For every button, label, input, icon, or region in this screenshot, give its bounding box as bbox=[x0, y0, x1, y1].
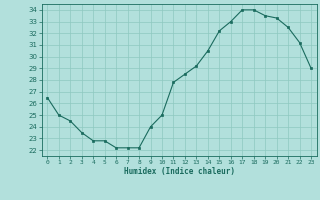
X-axis label: Humidex (Indice chaleur): Humidex (Indice chaleur) bbox=[124, 167, 235, 176]
